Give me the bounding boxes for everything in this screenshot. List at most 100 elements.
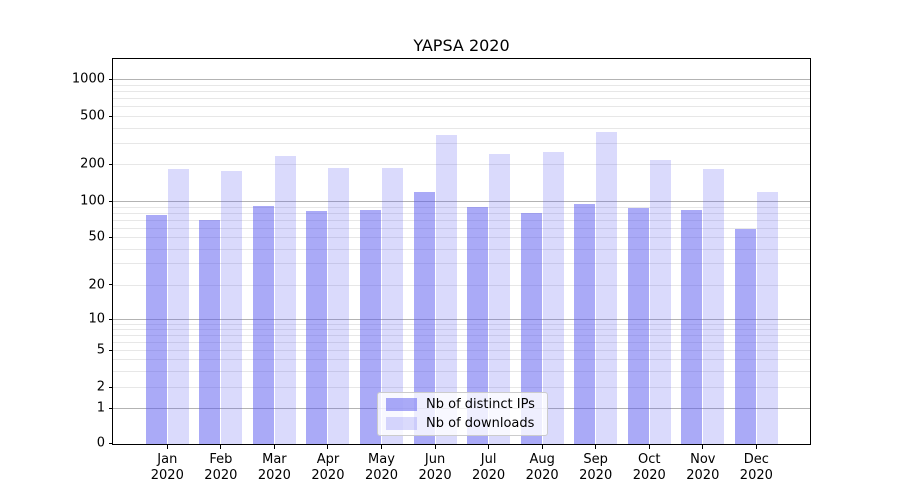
plot-area <box>112 58 811 445</box>
gridline <box>113 90 810 92</box>
gridline <box>113 206 810 208</box>
x-tick-label: Jul 2020 <box>472 451 506 483</box>
gridline <box>113 142 810 144</box>
chart-title: YAPSA 2020 <box>413 36 510 55</box>
legend-swatch <box>386 417 417 430</box>
gridline <box>113 350 810 351</box>
gridline <box>113 212 810 214</box>
bar-downloads-jan <box>167 168 189 444</box>
bar-distinct-ips-aug <box>520 213 542 444</box>
legend-swatch <box>386 398 417 411</box>
y-tick-label: 500 <box>80 108 105 124</box>
gridline <box>113 328 810 330</box>
legend-label: Nb of downloads <box>426 416 535 431</box>
y-tick-mark <box>108 78 113 80</box>
x-tick-mark <box>220 444 222 449</box>
gridline <box>113 237 810 238</box>
gridline <box>113 219 810 221</box>
gridline <box>113 284 810 286</box>
y-tick-mark <box>108 284 113 285</box>
y-tick-label: 1000 <box>71 71 105 87</box>
y-tick-label: 50 <box>88 229 105 245</box>
y-tick-label: 200 <box>80 156 105 172</box>
y-tick-mark <box>108 236 113 238</box>
gridline <box>113 98 810 100</box>
bar-distinct-ips-jan <box>145 214 167 444</box>
x-tick-mark <box>166 444 168 449</box>
x-tick-label: Sep 2020 <box>579 451 613 483</box>
x-tick-mark <box>541 444 543 449</box>
legend: Nb of distinct IPs Nb of downloads <box>377 392 548 436</box>
y-tick-mark <box>108 407 113 409</box>
bar-downloads-apr <box>328 168 350 444</box>
bar-distinct-ips-jun <box>413 192 435 444</box>
gridline <box>113 319 810 320</box>
bar-downloads-sep <box>596 132 618 444</box>
bar-downloads-mar <box>274 155 296 444</box>
gridline <box>113 164 810 166</box>
bar-distinct-ips-nov <box>681 209 703 444</box>
x-tick-label: Aug 2020 <box>525 451 559 483</box>
bar-downloads-dec <box>756 191 778 444</box>
bar-distinct-ips-dec <box>734 228 756 444</box>
gridline <box>113 106 810 108</box>
x-tick-mark <box>434 444 436 449</box>
bar-distinct-ips-sep <box>574 204 596 444</box>
gridline <box>113 387 810 388</box>
x-tick-label: Jun 2020 <box>418 451 452 483</box>
bar-distinct-ips-feb <box>199 220 221 444</box>
bar-distinct-ips-may <box>360 209 381 444</box>
gridline <box>113 323 810 325</box>
x-tick-mark <box>702 444 704 449</box>
x-tick-mark <box>381 444 382 449</box>
gridline <box>113 127 810 129</box>
gridline <box>113 79 810 80</box>
legend-row: Nb of distinct IPs <box>386 397 538 412</box>
bar-distinct-ips-apr <box>306 211 328 444</box>
x-tick-label: Mar 2020 <box>257 451 291 483</box>
y-tick-mark <box>108 386 113 388</box>
x-tick-mark <box>488 444 490 449</box>
bar-downloads-feb <box>221 171 243 444</box>
bar-downloads-aug <box>542 152 564 444</box>
gridline <box>113 341 810 343</box>
legend-row: Nb of downloads <box>386 416 538 431</box>
y-tick-mark <box>108 442 113 444</box>
x-tick-label: Oct 2020 <box>632 451 666 483</box>
bar-distinct-ips-mar <box>252 206 274 444</box>
gridline <box>113 227 810 229</box>
bar-distinct-ips-oct <box>627 207 649 444</box>
y-tick-mark <box>108 318 113 320</box>
gridline <box>113 201 810 203</box>
y-tick-label: 20 <box>88 277 105 292</box>
gridline <box>113 116 810 117</box>
x-tick-mark <box>648 444 650 449</box>
bar-downloads-may <box>382 168 403 444</box>
gridline <box>113 84 810 86</box>
y-tick-label: 0 <box>96 435 105 451</box>
y-tick-label: 2 <box>96 379 105 395</box>
x-tick-mark <box>595 444 597 449</box>
gridline <box>113 334 810 336</box>
bar-distinct-ips-jul <box>467 207 489 444</box>
y-tick-label: 100 <box>80 193 105 209</box>
x-tick-mark <box>327 444 329 449</box>
x-tick-label: May 2020 <box>364 451 399 483</box>
bar-downloads-jul <box>489 154 511 444</box>
x-tick-mark <box>273 444 275 449</box>
y-tick-mark <box>108 115 113 117</box>
bar-downloads-oct <box>649 159 671 444</box>
x-tick-label: Dec 2020 <box>739 451 773 483</box>
x-tick-label: Feb 2020 <box>204 451 238 483</box>
bar-downloads-jun <box>435 135 457 444</box>
x-tick-mark <box>755 444 757 449</box>
gridline <box>113 359 810 360</box>
y-tick-mark <box>108 349 113 351</box>
y-tick-label: 5 <box>96 342 105 358</box>
gridline <box>113 370 810 372</box>
y-tick-mark <box>108 200 113 202</box>
legend-label: Nb of distinct IPs <box>426 397 535 412</box>
x-tick-label: Nov 2020 <box>686 451 720 483</box>
gridline <box>113 263 810 265</box>
